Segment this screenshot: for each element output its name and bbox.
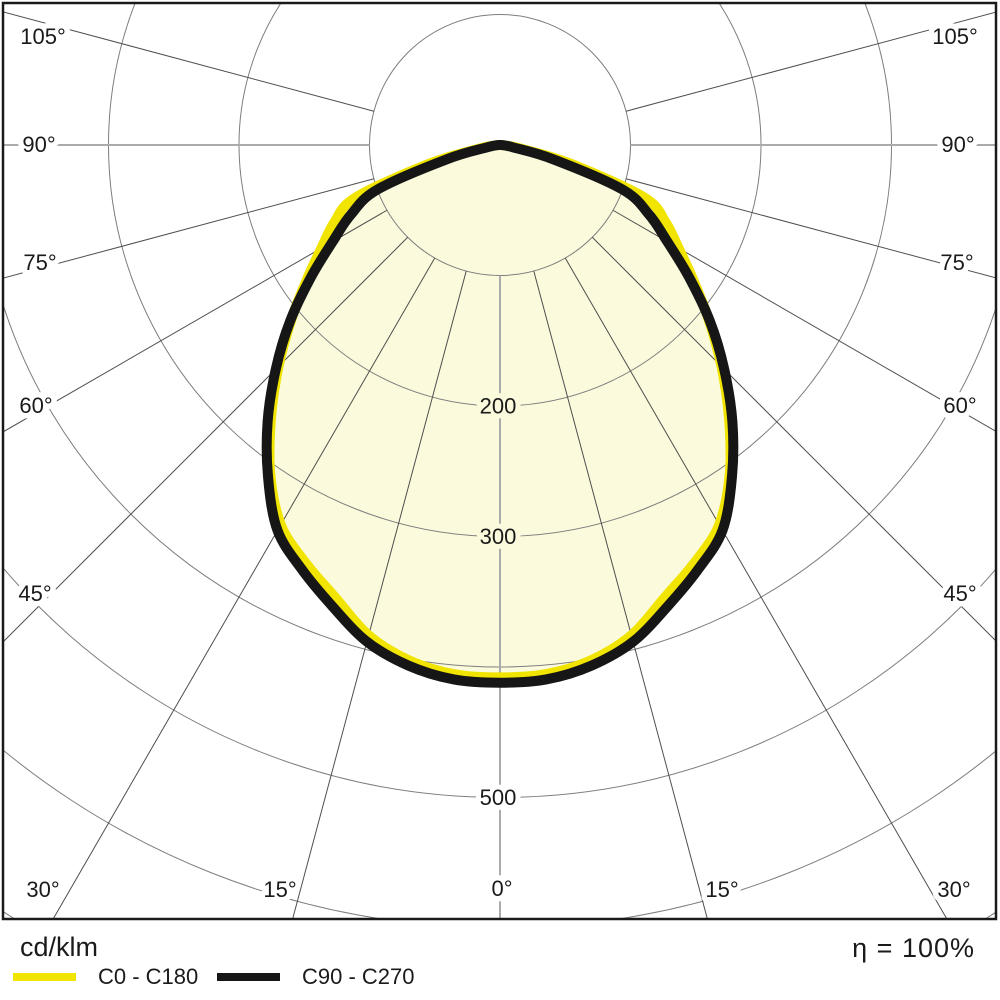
legend: C0 - C180 C90 - C270 bbox=[0, 962, 640, 992]
svg-text:105°: 105° bbox=[20, 24, 66, 49]
svg-text:45°: 45° bbox=[943, 581, 976, 606]
svg-text:30°: 30° bbox=[937, 877, 970, 902]
svg-text:75°: 75° bbox=[940, 250, 973, 275]
svg-text:30°: 30° bbox=[26, 877, 59, 902]
svg-text:105°: 105° bbox=[932, 24, 978, 49]
svg-text:200: 200 bbox=[480, 394, 517, 419]
legend-label-c0-c180: C0 - C180 bbox=[98, 964, 199, 989]
c0-c180-color-swatch bbox=[13, 973, 76, 981]
legend-item-c90-c270: C90 - C270 bbox=[217, 962, 415, 992]
svg-text:60°: 60° bbox=[19, 393, 52, 418]
svg-text:45°: 45° bbox=[18, 581, 51, 606]
svg-text:15°: 15° bbox=[705, 877, 738, 902]
svg-text:90°: 90° bbox=[941, 132, 974, 157]
legend-label-c90-c270: C90 - C270 bbox=[302, 964, 415, 989]
c90-c270-color-swatch bbox=[217, 973, 280, 981]
svg-text:0°: 0° bbox=[491, 876, 512, 901]
svg-text:15°: 15° bbox=[263, 877, 296, 902]
svg-text:300: 300 bbox=[480, 524, 517, 549]
svg-text:60°: 60° bbox=[943, 393, 976, 418]
svg-text:75°: 75° bbox=[23, 250, 56, 275]
legend-item-c0-c180: C0 - C180 bbox=[13, 962, 198, 992]
svg-text:500: 500 bbox=[480, 785, 517, 810]
efficiency-label: η = 100% bbox=[852, 933, 975, 963]
svg-text:90°: 90° bbox=[22, 132, 55, 157]
units-label: cd/klm bbox=[20, 932, 99, 962]
